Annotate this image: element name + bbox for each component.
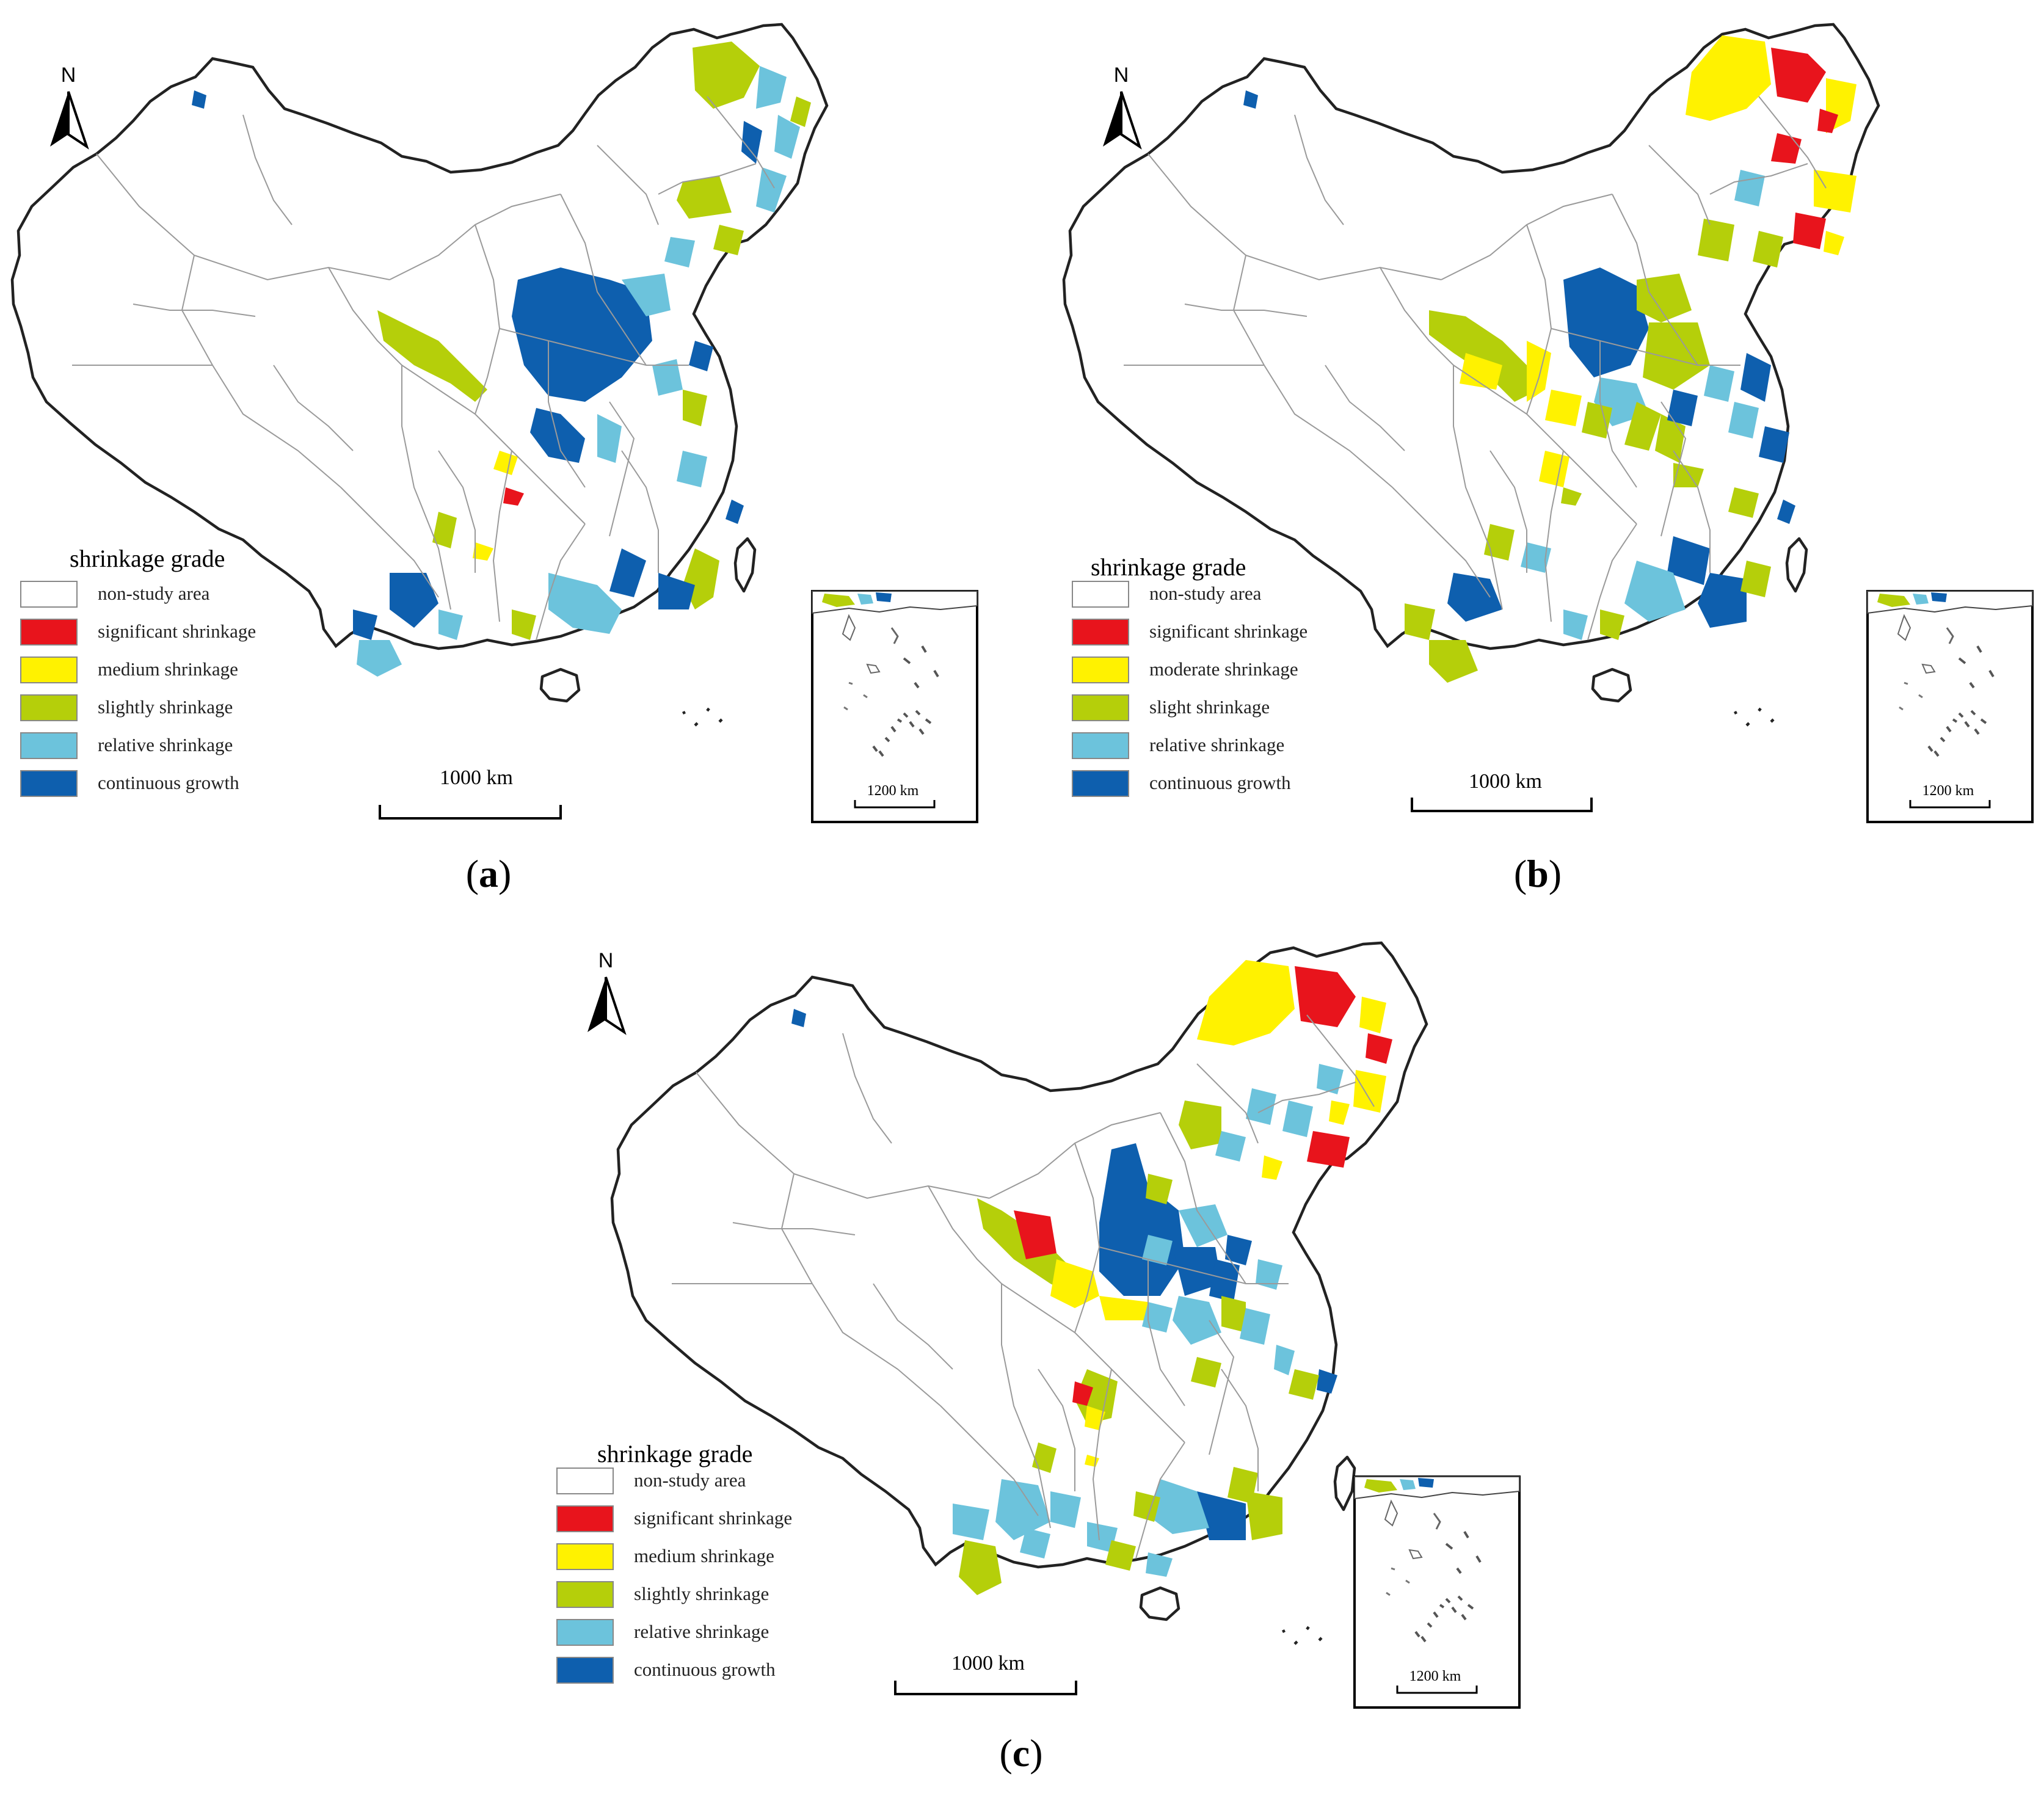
legend-swatch	[20, 732, 78, 759]
scale-bar-b: 1000 km	[1411, 770, 1593, 812]
legend-swatch	[1072, 619, 1129, 646]
legend-label: non-study area	[634, 1469, 746, 1491]
legend-title: shrinkage grade	[1091, 553, 1246, 581]
legend-swatch	[20, 581, 78, 608]
legend-swatch	[20, 619, 78, 646]
map-b	[1064, 24, 1879, 726]
panel-a: N shrinkage grade non-study area signific…	[12, 24, 978, 895]
legend-swatch	[1072, 656, 1129, 683]
map-a	[12, 24, 827, 726]
legend-swatch	[556, 1581, 614, 1608]
legend-label: continuous growth	[1149, 772, 1291, 793]
scale-bar-c: 1000 km	[894, 1652, 1077, 1695]
inset-a: 1200 km	[811, 590, 978, 823]
legend-label: moderate shrinkage	[1149, 658, 1298, 680]
legend-label: significant shrinkage	[98, 620, 256, 642]
legend-a: shrinkage grade non-study area significan…	[20, 545, 256, 797]
north-label: N	[1114, 64, 1129, 87]
legend-items-b: non-study area significant shrinkage moder…	[1072, 581, 1308, 797]
legend-label: continuous growth	[634, 1659, 776, 1680]
caption-b: (b)	[1514, 852, 1562, 895]
legend-label: relative shrinkage	[1149, 734, 1284, 755]
north-arrow-c: N	[586, 949, 625, 1033]
legend-swatch	[20, 694, 78, 721]
legend-label: relative shrinkage	[634, 1621, 769, 1642]
inset-b: 1200 km	[1866, 590, 2034, 823]
legend-swatch	[556, 1505, 614, 1532]
inset-scale-label: 1200 km	[867, 783, 919, 799]
legend-swatch	[1072, 732, 1129, 759]
legend-b: shrinkage grade non-study area significan…	[1072, 553, 1308, 797]
caption-a: (a)	[466, 852, 512, 895]
legend-items-a: non-study area significant shrinkage mediu…	[20, 581, 256, 797]
scale-label: 1000 km	[951, 1652, 1025, 1675]
caption-c: (c)	[999, 1731, 1042, 1775]
inset-c: 1200 km	[1353, 1475, 1521, 1709]
legend-swatch	[556, 1657, 614, 1684]
legend-label: non-study area	[98, 583, 210, 604]
legend-swatch	[556, 1619, 614, 1646]
scale-label: 1000 km	[1469, 770, 1542, 793]
legend-label: slight shrinkage	[1149, 696, 1270, 718]
legend-title: shrinkage grade	[70, 545, 225, 572]
legend-swatch	[556, 1467, 614, 1494]
legend-label: non-study area	[1149, 583, 1262, 604]
legend-swatch	[20, 770, 78, 797]
regions-b	[1243, 35, 1857, 683]
legend-label: slightly shrinkage	[634, 1583, 769, 1604]
legend-swatch	[1072, 694, 1129, 721]
regions-c	[791, 960, 1392, 1595]
legend-swatch	[20, 656, 78, 683]
north-arrow-a: N	[49, 64, 88, 148]
north-arrow-b: N	[1102, 64, 1141, 148]
north-label: N	[598, 949, 614, 972]
regions-a	[192, 42, 811, 677]
legend-label: continuous growth	[98, 772, 239, 793]
legend-label: relative shrinkage	[98, 734, 233, 755]
inset-scale-label: 1200 km	[1922, 783, 1974, 799]
legend-label: significant shrinkage	[634, 1507, 792, 1529]
scale-bar-a: 1000 km	[379, 766, 562, 820]
legend-swatch	[1072, 581, 1129, 608]
legend-swatch	[1072, 770, 1129, 797]
legend-title: shrinkage grade	[597, 1440, 752, 1467]
north-label: N	[61, 64, 76, 87]
legend-label: significant shrinkage	[1149, 620, 1308, 642]
map-c	[612, 943, 1427, 1644]
legend-items-c: non-study area significant shrinkage mediu…	[556, 1467, 792, 1684]
legend-label: medium shrinkage	[98, 658, 238, 680]
legend-label: medium shrinkage	[634, 1545, 774, 1566]
inset-scale-label: 1200 km	[1409, 1668, 1461, 1684]
legend-swatch	[556, 1543, 614, 1570]
legend-label: slightly shrinkage	[98, 696, 233, 718]
panel-c: N shrinkage grade non-study area signific…	[556, 943, 1521, 1775]
legend-c: shrinkage grade non-study area significan…	[556, 1440, 792, 1684]
panel-b: N shrinkage grade non-study area signific…	[1064, 24, 2034, 895]
scale-label: 1000 km	[440, 766, 513, 789]
